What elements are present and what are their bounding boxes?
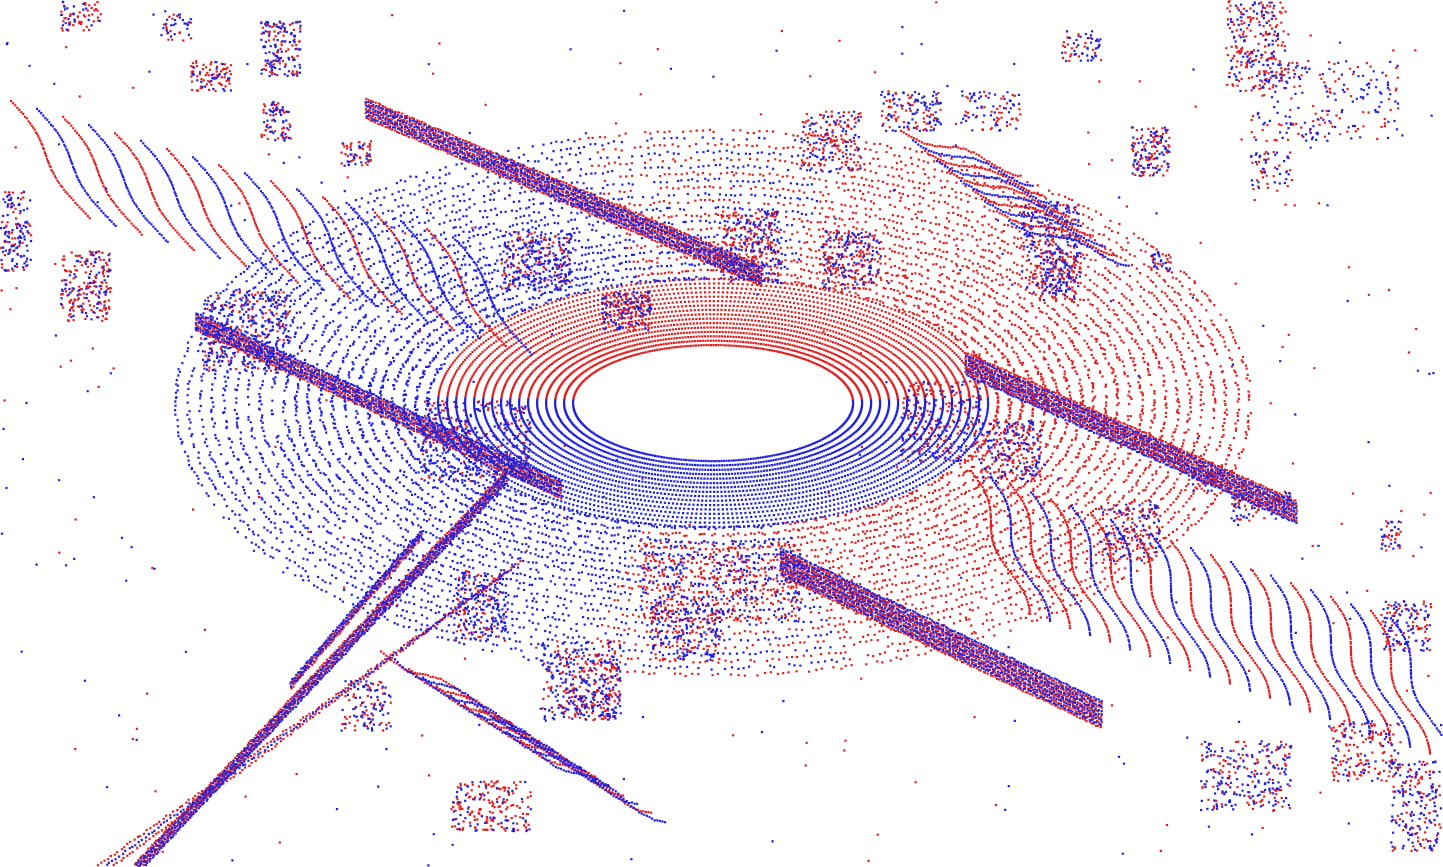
sweep-b-point-set [0, 0, 1443, 867]
sweep-b-points [0, 0, 1443, 867]
sweep-a-point-set [0, 0, 1442, 867]
point-cloud-viewport [0, 0, 1443, 867]
point-cloud-canvas [0, 0, 1443, 867]
sweep-a-points [0, 0, 1442, 867]
